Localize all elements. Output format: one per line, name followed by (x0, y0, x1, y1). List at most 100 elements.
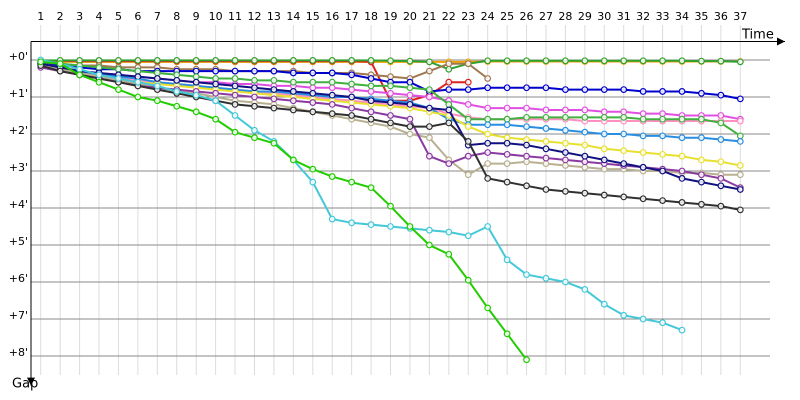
point (289, 69, 297, 77)
point (251, 56, 258, 64)
point (367, 115, 375, 123)
point (620, 160, 628, 168)
point (289, 88, 297, 95)
point (328, 173, 336, 180)
point (600, 113, 608, 121)
point (503, 178, 511, 186)
point (231, 67, 239, 75)
point (251, 126, 258, 134)
point (56, 67, 64, 75)
point (231, 112, 239, 119)
point (717, 91, 725, 99)
point (231, 82, 239, 90)
point (484, 115, 492, 123)
x-tick-label: 7 (154, 10, 161, 23)
point (425, 123, 433, 130)
point (309, 69, 317, 77)
point (562, 278, 569, 286)
point (173, 76, 181, 84)
point (464, 276, 472, 284)
x-tick-label: 27 (539, 10, 553, 23)
point (445, 106, 453, 114)
point (678, 152, 686, 160)
point (173, 102, 181, 110)
point (406, 78, 414, 86)
point (348, 219, 356, 227)
x-tick-label: 1 (37, 10, 44, 23)
point (387, 202, 394, 210)
y-tick-label: +1' (9, 87, 28, 100)
point (600, 57, 608, 65)
point (484, 130, 492, 138)
point (639, 115, 647, 123)
point (270, 139, 278, 147)
point (173, 88, 181, 95)
point (445, 160, 453, 168)
point (76, 71, 83, 79)
point (484, 104, 492, 112)
point (659, 319, 666, 327)
point (639, 315, 647, 323)
point (231, 100, 239, 108)
point (367, 184, 375, 192)
point (406, 130, 414, 138)
point (406, 84, 414, 92)
point (464, 152, 472, 160)
point (309, 178, 317, 186)
x-tick-label: 6 (134, 10, 141, 23)
point (95, 71, 103, 79)
point (523, 141, 530, 149)
point (639, 132, 647, 140)
point (387, 119, 394, 127)
point (581, 189, 589, 197)
point (717, 158, 725, 166)
point (600, 191, 608, 199)
y-tick-label: +6' (9, 272, 28, 285)
point (484, 304, 492, 312)
point (736, 95, 744, 103)
point (523, 104, 530, 112)
point (659, 150, 666, 158)
x-tick-label: 35 (694, 10, 708, 23)
point (484, 160, 492, 168)
point (717, 182, 725, 190)
point (425, 152, 433, 160)
point (542, 186, 550, 193)
point (153, 69, 161, 77)
point (348, 104, 356, 112)
point (445, 228, 453, 236)
point (115, 56, 122, 64)
point (484, 149, 492, 156)
point (484, 84, 492, 92)
point (328, 100, 336, 108)
point (425, 104, 433, 112)
point (678, 326, 686, 334)
point (231, 128, 239, 136)
point (328, 69, 336, 77)
point (445, 60, 453, 68)
point (562, 86, 569, 93)
point (698, 200, 705, 208)
x-tick-label: 33 (656, 10, 670, 23)
point (270, 67, 278, 75)
point (659, 110, 666, 118)
point (289, 78, 297, 86)
point (270, 76, 278, 84)
point (600, 108, 608, 116)
point (736, 132, 744, 140)
point (484, 174, 492, 182)
point (620, 108, 628, 116)
point (562, 162, 569, 169)
point (425, 58, 433, 66)
x-tick-label: 4 (96, 10, 103, 23)
point (620, 86, 628, 93)
point (562, 57, 569, 65)
x-tick-label: 14 (286, 10, 300, 23)
point (134, 78, 142, 86)
point (717, 202, 725, 210)
x-tick-label: 12 (247, 10, 261, 23)
x-tick-label: 21 (422, 10, 436, 23)
point (289, 156, 297, 164)
point (328, 215, 336, 223)
point (484, 57, 492, 65)
